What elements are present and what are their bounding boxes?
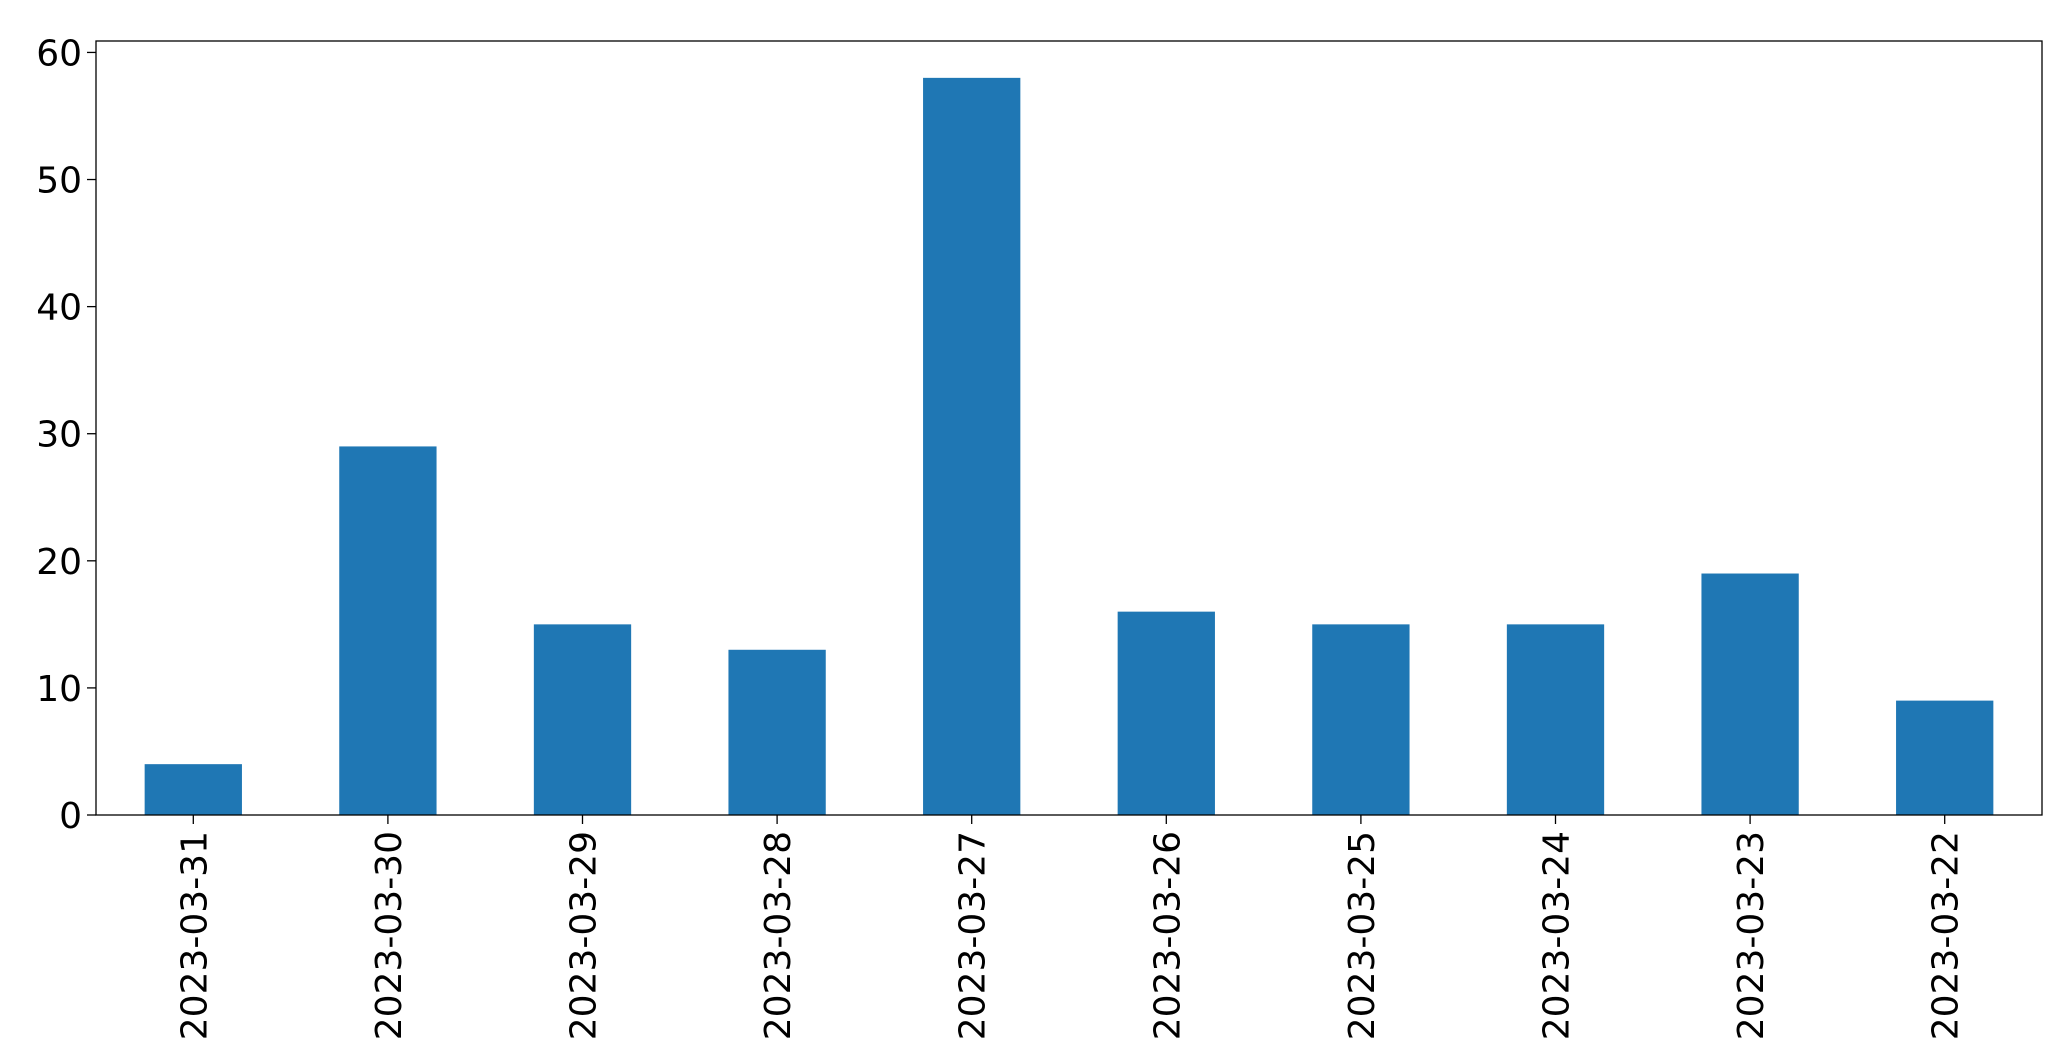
bar [1117,611,1215,815]
bar [1506,624,1605,815]
x-tick-label: 2023-03-31 [174,831,215,1040]
x-tick-label: 2023-03-22 [1926,831,1967,1040]
y-tick-label: 10 [36,669,82,710]
x-tick-label: 2023-03-26 [1147,831,1188,1040]
bar [339,446,437,815]
x-tick-label: 2023-03-25 [1342,831,1383,1040]
bar [923,77,1021,816]
y-tick-label: 20 [36,542,82,583]
bar [1312,624,1410,815]
plot-frame [95,40,2043,816]
x-tick-label: 2023-03-29 [564,831,605,1040]
x-tick-label: 2023-03-23 [1731,831,1772,1040]
y-tick-label: 50 [36,161,82,202]
y-tick-label: 60 [36,33,82,74]
x-tick-label: 2023-03-24 [1537,831,1578,1040]
y-tick-label: 40 [36,288,82,329]
bar [533,624,632,815]
x-tick-label: 2023-03-27 [953,831,994,1040]
bar [144,764,242,815]
x-tick-label: 2023-03-30 [369,831,410,1040]
y-tick-label: 0 [59,796,82,837]
x-tick-label: 2023-03-28 [758,831,799,1040]
bar [1896,700,1994,815]
bar [1701,573,1799,815]
bar [728,649,826,815]
y-tick-label: 30 [36,415,82,456]
